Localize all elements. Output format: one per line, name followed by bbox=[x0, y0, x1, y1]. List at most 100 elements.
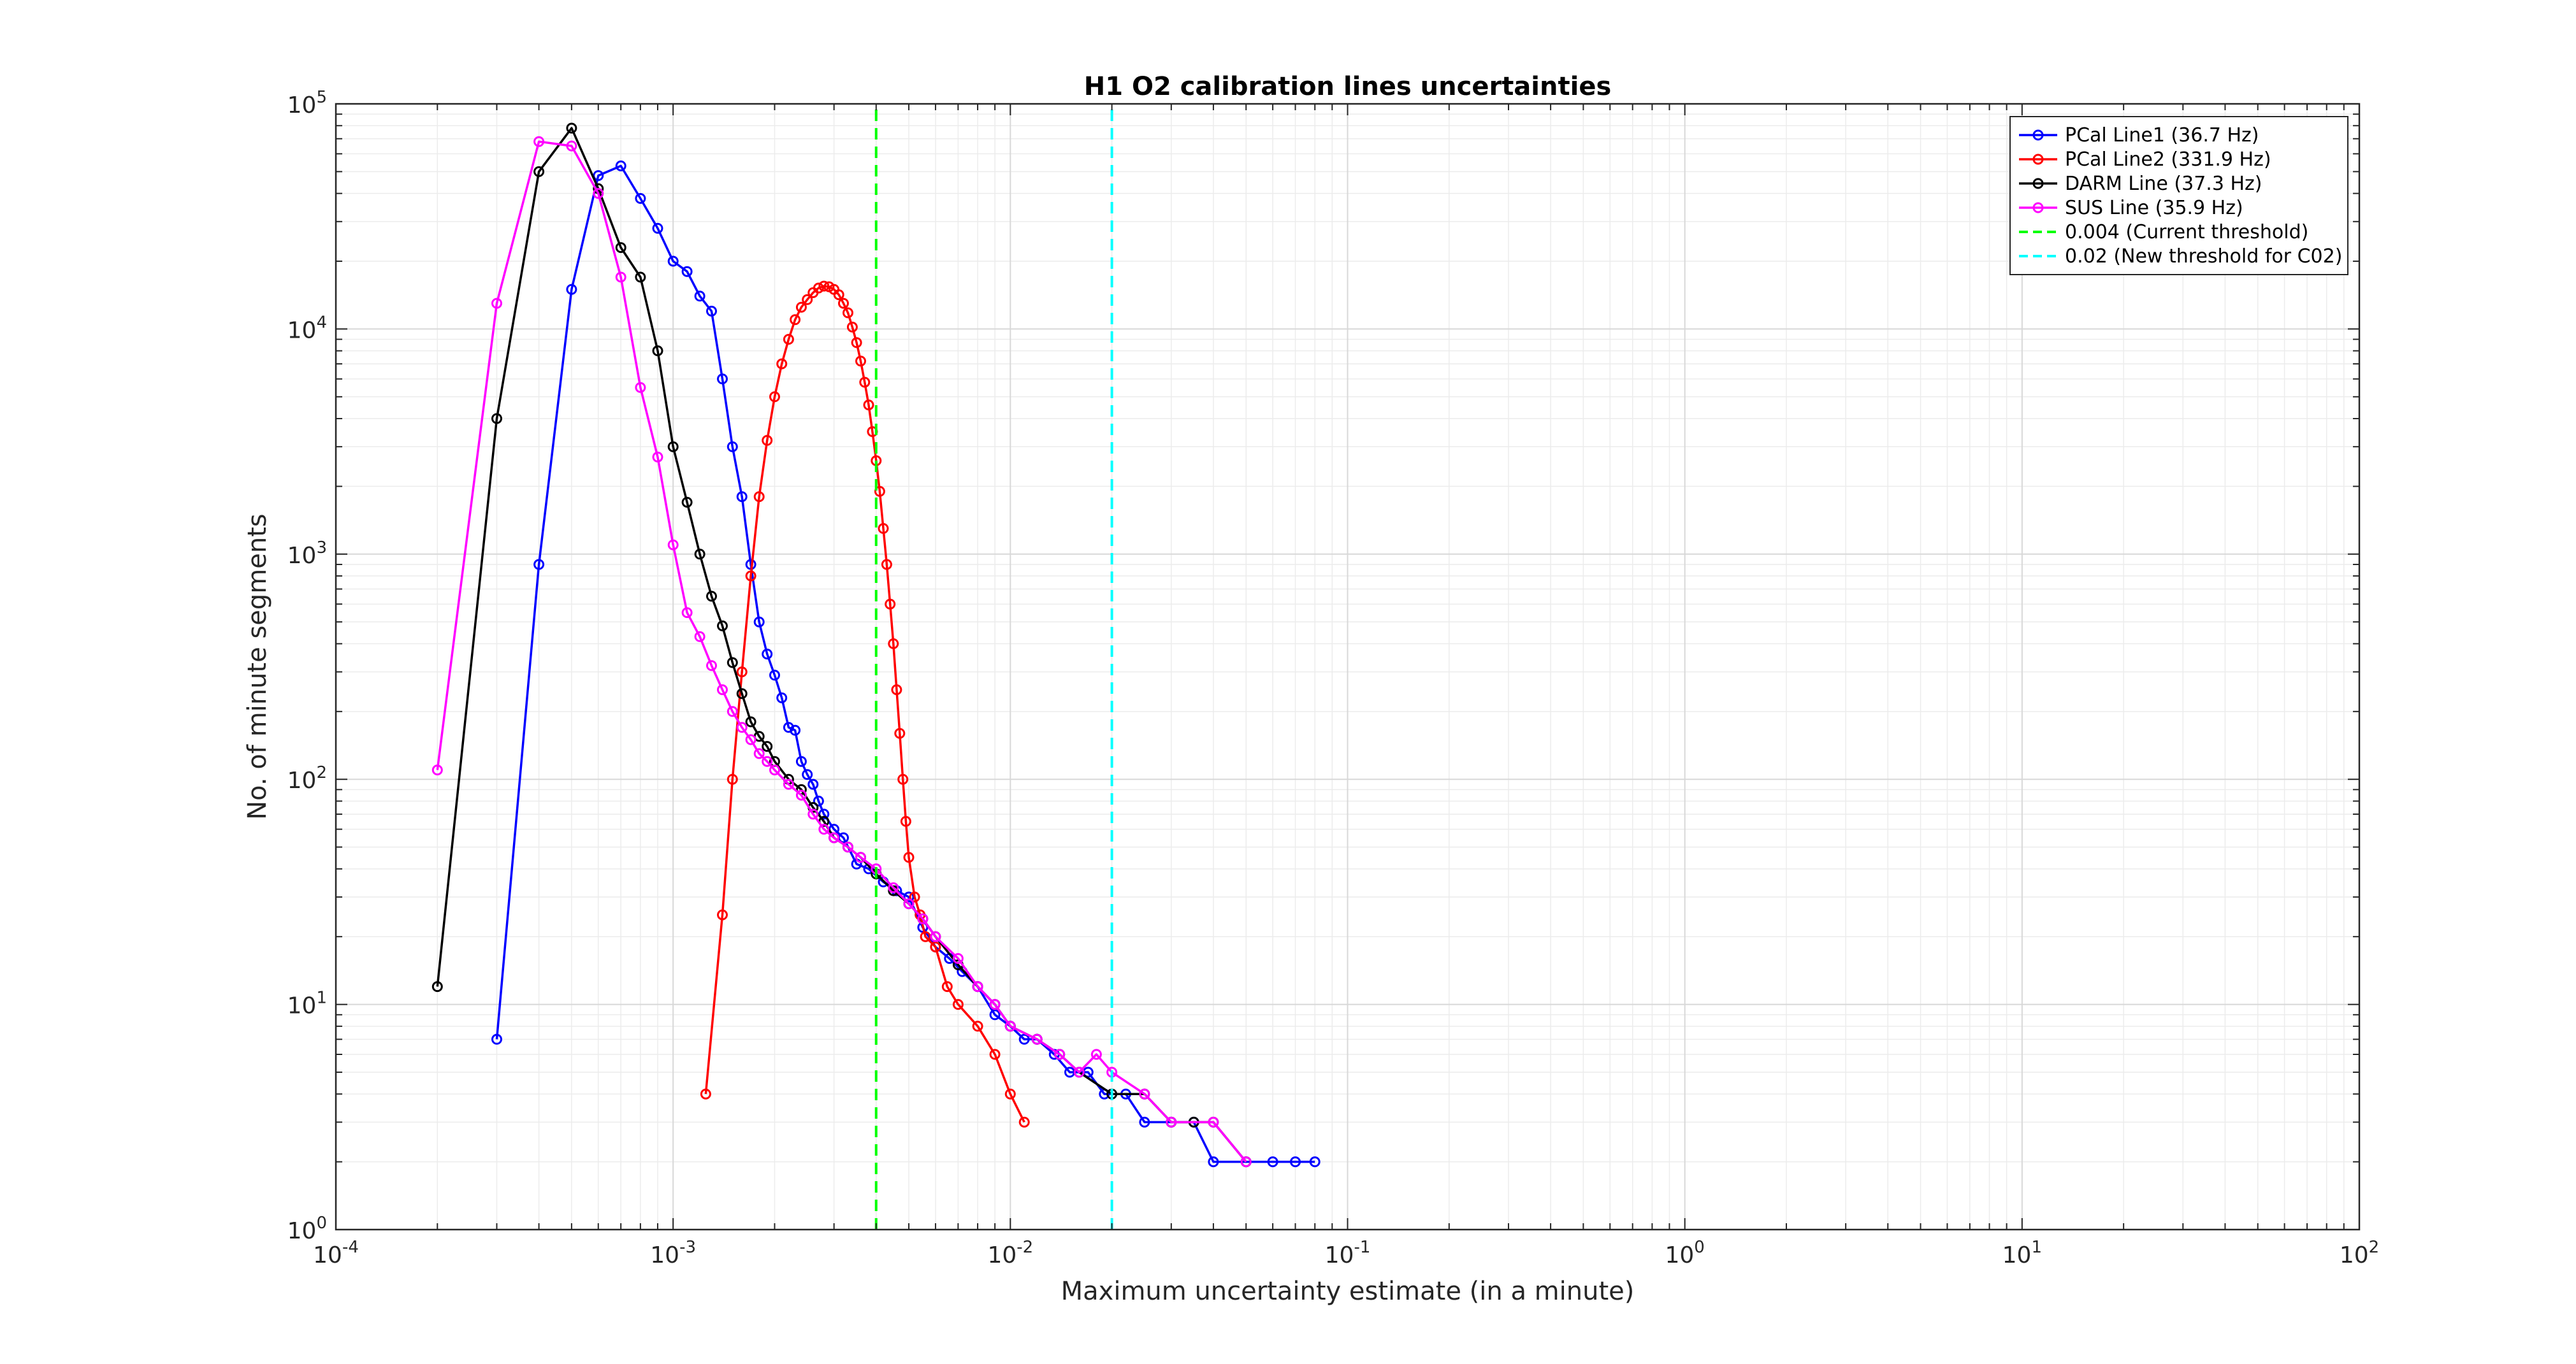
x-tick-label: 102 bbox=[2340, 1238, 2379, 1268]
x-tick-label: 100 bbox=[1665, 1238, 1704, 1268]
data-point bbox=[930, 931, 941, 942]
data-point bbox=[652, 451, 663, 463]
data-point bbox=[769, 670, 780, 681]
data-point bbox=[615, 271, 626, 283]
data-point bbox=[769, 765, 780, 776]
legend-item: PCal Line1 (36.7 Hz) bbox=[2019, 124, 2259, 147]
data-point bbox=[903, 898, 915, 910]
data-point bbox=[593, 188, 604, 199]
data-point bbox=[1240, 1156, 1252, 1168]
data-point bbox=[813, 282, 824, 294]
data-point bbox=[593, 170, 604, 182]
data-point bbox=[727, 441, 738, 452]
legend-marker bbox=[2032, 129, 2044, 141]
y-axis-title: No. of minute segments bbox=[243, 513, 272, 819]
data-point bbox=[1267, 1156, 1278, 1168]
data-point bbox=[920, 931, 931, 942]
data-point bbox=[1031, 1033, 1043, 1045]
data-point bbox=[635, 193, 646, 204]
data-point bbox=[681, 266, 693, 277]
data-point bbox=[533, 136, 545, 147]
series-line bbox=[495, 164, 1315, 1163]
x-tick-label: 10-4 bbox=[313, 1238, 359, 1268]
data-point bbox=[855, 852, 866, 863]
data-point bbox=[566, 284, 577, 295]
data-point bbox=[1004, 1021, 1016, 1032]
data-point bbox=[1018, 1033, 1030, 1045]
legend-item: 0.004 (Current threshold) bbox=[2019, 221, 2308, 243]
data-point bbox=[694, 631, 706, 642]
data-point bbox=[972, 1021, 983, 1032]
data-point bbox=[802, 769, 813, 780]
data-point bbox=[727, 657, 738, 668]
legend-item: 0.02 (New threshold for C02) bbox=[2019, 245, 2342, 268]
data-point bbox=[846, 321, 858, 333]
legend-box bbox=[2009, 116, 2348, 275]
data-point bbox=[736, 666, 748, 678]
data-point bbox=[891, 684, 902, 696]
data-point bbox=[717, 909, 728, 921]
series-layer bbox=[431, 104, 1321, 1230]
data-point bbox=[900, 815, 911, 827]
data-point bbox=[706, 660, 717, 671]
data-point bbox=[745, 716, 756, 728]
data-point bbox=[745, 734, 756, 745]
data-point bbox=[667, 539, 679, 550]
data-point bbox=[807, 779, 819, 790]
x-tick-label: 101 bbox=[2002, 1238, 2042, 1268]
data-point bbox=[972, 981, 983, 993]
data-point bbox=[903, 891, 915, 903]
axis-ticks bbox=[335, 104, 2359, 1230]
legend-label: PCal Line2 (331.9 Hz) bbox=[2065, 148, 2271, 171]
x-tick-label: 10-3 bbox=[650, 1238, 696, 1268]
data-point bbox=[533, 559, 545, 570]
data-point bbox=[795, 756, 807, 767]
data-point bbox=[1139, 1088, 1150, 1100]
data-point bbox=[652, 222, 663, 234]
data-point bbox=[431, 981, 443, 993]
data-point bbox=[491, 1033, 502, 1045]
data-point bbox=[1208, 1116, 1219, 1128]
series-3 bbox=[431, 136, 1252, 1168]
data-point bbox=[706, 305, 717, 317]
data-point bbox=[776, 358, 788, 370]
data-point bbox=[566, 122, 577, 134]
data-point bbox=[833, 289, 844, 301]
data-point bbox=[700, 1088, 711, 1100]
data-point bbox=[878, 523, 889, 534]
data-point bbox=[795, 301, 807, 313]
data-point bbox=[818, 280, 830, 292]
data-point bbox=[753, 491, 765, 503]
data-point bbox=[1073, 1066, 1085, 1078]
data-point bbox=[903, 852, 915, 863]
data-point bbox=[989, 1049, 1001, 1060]
data-point bbox=[930, 941, 941, 952]
legend-label: SUS Line (35.9 Hz) bbox=[2065, 197, 2243, 219]
x-tick-labels: 10-4 10-3 10-2 10-1 100 101 102 bbox=[313, 1238, 2379, 1268]
data-point bbox=[1290, 1156, 1301, 1168]
data-point bbox=[736, 688, 748, 700]
data-point bbox=[717, 373, 728, 385]
legend-label: PCal Line1 (36.7 Hz) bbox=[2065, 124, 2259, 147]
data-point bbox=[762, 649, 773, 660]
data-point bbox=[952, 953, 964, 964]
x-tick-label: 10-1 bbox=[1325, 1238, 1371, 1268]
data-point bbox=[881, 559, 892, 570]
data-point bbox=[917, 913, 929, 924]
data-point bbox=[694, 549, 706, 560]
data-point bbox=[989, 1009, 1001, 1021]
data-point bbox=[667, 255, 679, 267]
legend-item: PCal Line2 (331.9 Hz) bbox=[2019, 148, 2271, 171]
y-tick-label: 100 bbox=[287, 1214, 327, 1244]
legend-item: DARM Line (37.3 Hz) bbox=[2019, 173, 2262, 195]
data-point bbox=[897, 773, 909, 785]
data-point bbox=[802, 294, 813, 305]
data-point bbox=[1139, 1116, 1150, 1128]
data-point bbox=[1309, 1156, 1321, 1168]
y-tick-label: 105 bbox=[287, 88, 327, 118]
data-point bbox=[431, 765, 443, 776]
data-point bbox=[855, 355, 866, 367]
data-point bbox=[694, 291, 706, 302]
data-point bbox=[762, 756, 773, 767]
data-point bbox=[533, 166, 545, 177]
